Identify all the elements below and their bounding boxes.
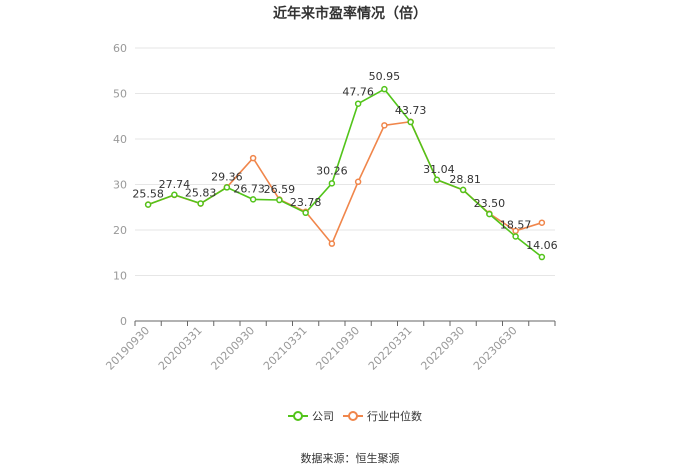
data-label: 43.73 <box>395 104 427 117</box>
legend[interactable]: 公司 行业中位数 <box>288 409 422 423</box>
data-label: 26.73 <box>233 182 265 195</box>
x-tick-label: 20230630 <box>471 324 520 373</box>
y-tick-label: 30 <box>113 179 127 192</box>
x-tick-label: 20190930 <box>103 324 152 373</box>
data-label: 25.83 <box>185 186 217 199</box>
series-lines <box>147 88 543 258</box>
data-label: 47.76 <box>342 86 374 99</box>
data-point <box>381 85 388 93</box>
data-point <box>328 180 336 187</box>
chart-title: 近年来市盈率情况（倍） <box>273 5 427 22</box>
legend-label: 行业中位数 <box>367 409 422 423</box>
data-point <box>459 186 467 194</box>
x-tick-label: 20210930 <box>313 324 362 373</box>
data-point <box>223 184 231 191</box>
data-point <box>354 100 362 107</box>
x-tick-label: 20200930 <box>208 324 257 373</box>
data-point <box>381 122 388 129</box>
y-tick-label: 40 <box>113 133 127 146</box>
data-point <box>197 200 204 207</box>
data-label: 50.95 <box>369 70 401 83</box>
data-point <box>512 233 519 240</box>
data-label: 30.26 <box>316 164 348 177</box>
data-point <box>407 118 414 126</box>
x-tick-label: 20220930 <box>418 324 467 373</box>
legend-label: 公司 <box>312 410 334 423</box>
data-label: 27.74 <box>159 178 191 191</box>
source-note: 数据来源：恒生聚源 <box>301 451 400 465</box>
x-axis: 20190930 20200331 20200930 20210331 20210930… <box>103 320 556 373</box>
data-point <box>354 178 362 186</box>
series-line-1 <box>147 120 543 246</box>
data-point <box>249 154 257 162</box>
data-point <box>144 201 152 208</box>
data-label: 28.81 <box>449 173 481 186</box>
data-label: 25.58 <box>132 188 164 201</box>
legend-marker <box>293 411 303 421</box>
y-axis: 0 10 20 30 40 50 60 <box>113 42 127 328</box>
y-tick-label: 60 <box>113 42 127 55</box>
data-point <box>433 176 441 184</box>
data-label: 23.78 <box>290 196 322 209</box>
x-tick-label: 20200331 <box>156 324 205 373</box>
data-label: 31.04 <box>423 163 455 176</box>
y-tick-label: 10 <box>113 270 127 283</box>
y-tick-label: 20 <box>113 224 127 237</box>
data-label: 18.57 <box>500 219 532 232</box>
data-point <box>486 210 493 218</box>
data-label: 26.59 <box>264 183 296 196</box>
legend-item-0[interactable]: 公司 <box>288 410 334 423</box>
data-point <box>328 240 336 247</box>
data-point <box>249 196 257 203</box>
x-tick-label: 20210331 <box>261 324 310 373</box>
x-tick-label: 20220331 <box>366 324 415 373</box>
data-label: 29.36 <box>211 170 243 183</box>
y-tick-label: 50 <box>113 88 127 101</box>
data-label: 14.06 <box>526 239 558 252</box>
data-point <box>302 209 309 217</box>
y-tick-label: 0 <box>120 315 127 328</box>
data-point <box>171 191 178 199</box>
data-point <box>538 219 546 226</box>
legend-marker <box>348 411 358 421</box>
legend-item-1[interactable]: 行业中位数 <box>343 409 422 423</box>
grid <box>135 47 555 322</box>
data-point <box>276 196 283 204</box>
series-points <box>144 85 546 261</box>
series-line-0 <box>147 88 543 258</box>
data-point <box>538 253 546 261</box>
data-label: 23.50 <box>474 197 506 210</box>
